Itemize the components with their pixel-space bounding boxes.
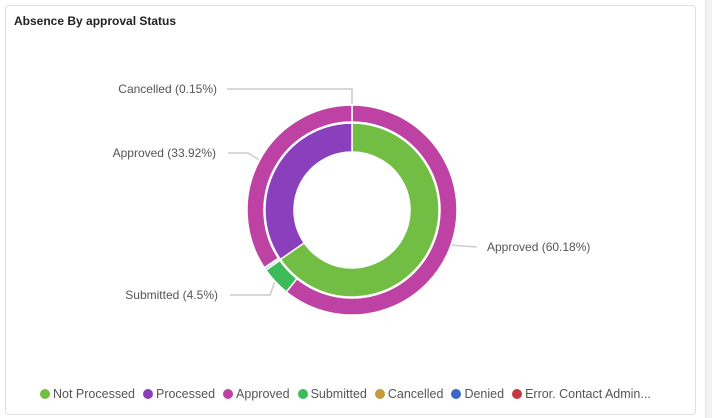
data-label: Submitted (4.5%) <box>125 288 218 302</box>
data-label: Approved (60.18%) <box>487 240 590 254</box>
legend-marker-icon <box>223 389 234 399</box>
legend-item[interactable]: Processed <box>142 387 216 401</box>
legend-label: Submitted <box>310 387 367 401</box>
legend-label: Approved <box>236 387 290 401</box>
legend-item[interactable]: Submitted <box>297 387 367 401</box>
legend-item[interactable]: Error. Contact Admin... <box>512 387 651 401</box>
chart-title: Absence By approval Status <box>14 14 177 28</box>
legend-marker-icon <box>374 389 385 399</box>
inner-slice-processed[interactable] <box>264 122 353 261</box>
leader-line <box>451 244 478 248</box>
leader-line <box>228 152 260 161</box>
legend-label: Processed <box>155 387 216 401</box>
scrollbar[interactable] <box>705 0 712 418</box>
legend-marker-icon <box>142 389 153 399</box>
legend-marker-icon <box>451 389 462 399</box>
chart-card: Absence By approval Status <box>5 5 696 415</box>
data-label: Approved (33.92%) <box>113 146 216 160</box>
legend-label: Cancelled <box>387 387 444 401</box>
legend-item[interactable]: Not Processed <box>40 387 135 401</box>
legend-item[interactable]: Approved <box>223 387 290 401</box>
legend-item[interactable]: Denied <box>451 387 504 401</box>
legend-marker-icon <box>40 389 50 399</box>
inner-slice-not-processed[interactable] <box>279 122 440 298</box>
legend-label: Error. Contact Admin... <box>525 387 651 401</box>
legend-item[interactable]: Cancelled <box>374 387 444 401</box>
legend-label: Denied <box>464 387 505 401</box>
leader-line <box>227 88 353 104</box>
legend-marker-icon <box>297 389 308 399</box>
legend-marker-icon <box>512 389 523 399</box>
outer-slice-approved[interactable] <box>246 104 353 269</box>
legend: Not Processed Processed Approved Submitted C… <box>40 387 651 401</box>
data-label: Cancelled (0.15%) <box>118 82 217 96</box>
leader-line <box>230 282 276 296</box>
legend-label: Not Processed <box>53 387 135 401</box>
